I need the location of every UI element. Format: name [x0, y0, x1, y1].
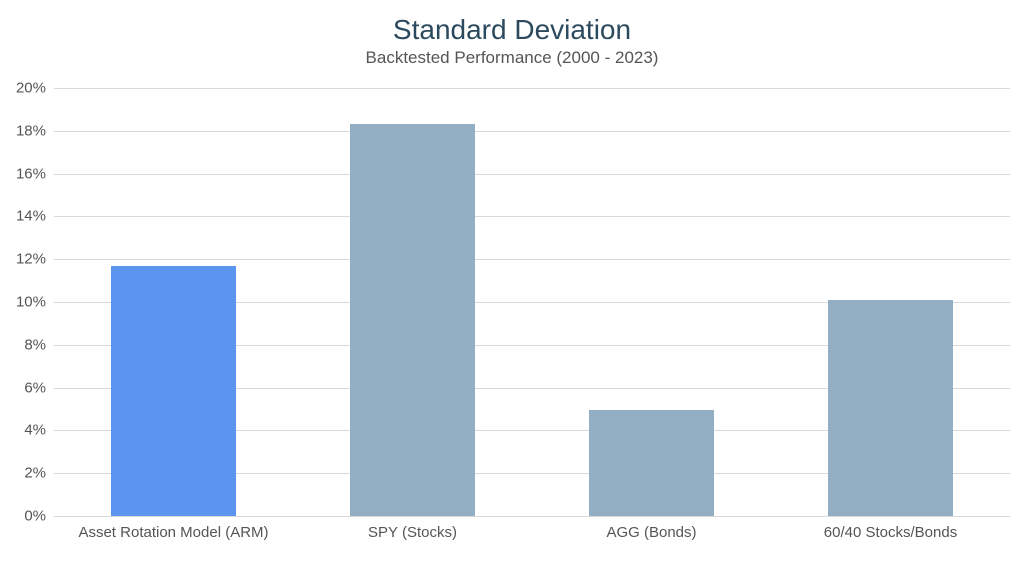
chart-subtitle: Backtested Performance (2000 - 2023)	[0, 46, 1024, 68]
y-tick-label: 12%	[16, 251, 54, 268]
bar	[350, 124, 474, 516]
y-tick-label: 18%	[16, 122, 54, 139]
chart-title: Standard Deviation	[0, 0, 1024, 46]
bar	[589, 410, 713, 516]
bars-container	[54, 88, 1010, 516]
x-tick-label: Asset Rotation Model (ARM)	[78, 524, 268, 541]
y-tick-label: 14%	[16, 208, 54, 225]
y-tick-label: 20%	[16, 80, 54, 97]
y-tick-label: 6%	[24, 379, 54, 396]
x-tick-label: SPY (Stocks)	[368, 524, 457, 541]
y-tick-label: 16%	[16, 165, 54, 182]
std-deviation-chart: Standard Deviation Backtested Performanc…	[0, 0, 1024, 569]
plot-area: 0%2%4%6%8%10%12%14%16%18%20% Asset Rotat…	[54, 88, 1010, 516]
y-tick-label: 8%	[24, 336, 54, 353]
bar	[111, 266, 235, 516]
y-tick-label: 0%	[24, 508, 54, 525]
grid-line	[54, 516, 1010, 517]
x-tick-label: AGG (Bonds)	[606, 524, 696, 541]
x-tick-label: 60/40 Stocks/Bonds	[824, 524, 957, 541]
y-tick-label: 10%	[16, 294, 54, 311]
y-tick-label: 2%	[24, 465, 54, 482]
y-tick-label: 4%	[24, 422, 54, 439]
bar	[828, 300, 952, 516]
